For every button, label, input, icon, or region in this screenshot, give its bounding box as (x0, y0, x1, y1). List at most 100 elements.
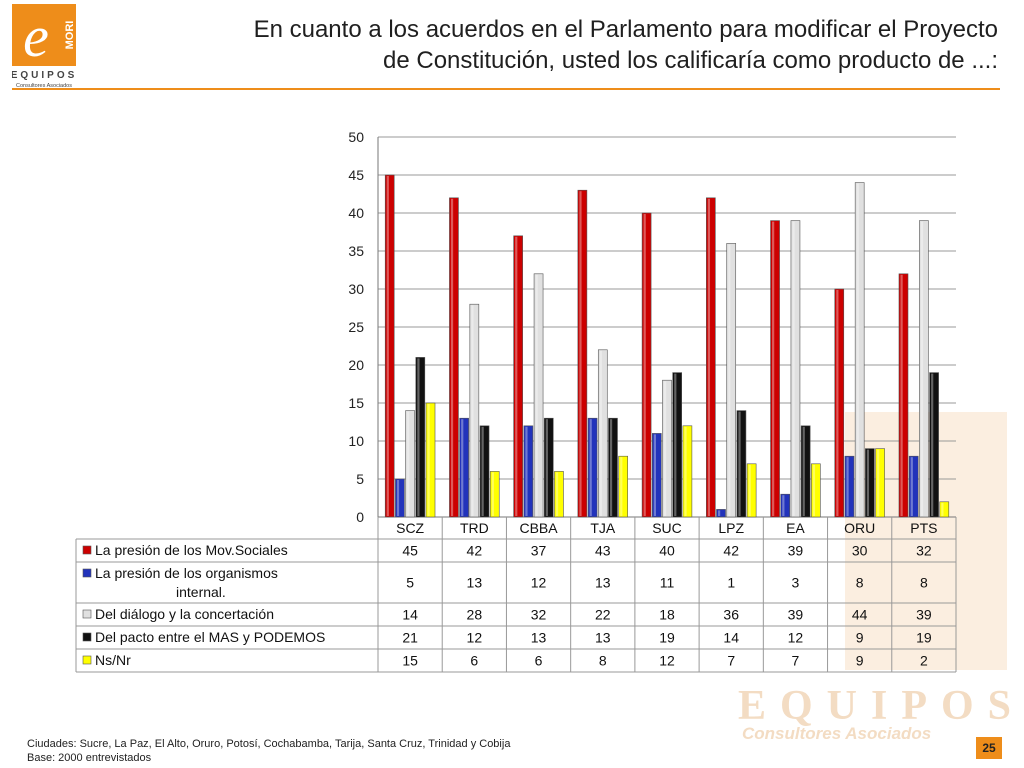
bar-highlight (396, 480, 400, 516)
legend-label: Ns/Nr (95, 652, 131, 668)
bar-highlight (664, 381, 667, 516)
bar-highlight (589, 419, 592, 516)
legend-label: La presión de los organismos (95, 565, 278, 581)
data-label: 6 (470, 653, 478, 669)
logo-letter: e (23, 4, 49, 69)
bar-highlight (609, 419, 613, 516)
data-label: 39 (916, 607, 932, 623)
bar-highlight (471, 305, 474, 516)
logo-block (12, 4, 62, 66)
y-tick-label: 50 (348, 129, 364, 145)
data-label: 12 (659, 653, 675, 669)
data-label: 32 (531, 607, 547, 623)
legend-swatch (82, 632, 92, 642)
bar (554, 471, 564, 518)
bar-highlight (579, 191, 582, 516)
data-label: 14 (723, 630, 739, 646)
x-tick-label: CBBA (519, 520, 558, 536)
bar-highlight (846, 457, 849, 516)
bar (533, 273, 544, 518)
bar-highlight (856, 183, 859, 516)
bar-highlight (728, 244, 731, 516)
y-tick-label: 0 (356, 509, 364, 525)
data-label: 15 (402, 653, 418, 669)
bar (811, 463, 821, 518)
bar-highlight (900, 274, 903, 516)
data-label: 42 (723, 543, 739, 559)
bar-highlight (427, 404, 430, 516)
bar-highlight (407, 411, 410, 516)
bar (459, 417, 469, 518)
bar (726, 243, 737, 518)
x-tick-label: SCZ (396, 520, 424, 536)
bar (682, 425, 693, 518)
bar-highlight (535, 274, 538, 516)
bar-highlight (920, 221, 924, 516)
y-tick-label: 20 (348, 357, 364, 373)
bar-highlight (812, 464, 816, 516)
bar-highlight (802, 426, 805, 516)
data-label: 9 (856, 630, 864, 646)
data-label: 11 (660, 575, 675, 591)
data-label: 39 (788, 543, 804, 559)
bar-highlight (643, 214, 646, 516)
bar (672, 372, 683, 518)
bar (844, 455, 855, 518)
x-tick-label: EA (786, 520, 805, 536)
bar-highlight (836, 290, 839, 516)
legend-swatch (82, 568, 92, 578)
data-label: 22 (595, 607, 611, 623)
bar (919, 220, 929, 518)
bar-highlight (772, 221, 775, 516)
x-tick-label: TRD (460, 520, 489, 536)
bar-highlight (782, 495, 785, 516)
y-tick-label: 5 (356, 471, 364, 487)
y-tick-label: 35 (348, 243, 364, 259)
data-label: 19 (916, 630, 932, 646)
bar (543, 417, 554, 518)
bar-highlight (738, 411, 741, 516)
y-tick-label: 40 (348, 205, 364, 221)
bar-highlight (910, 457, 913, 516)
bar (449, 197, 459, 518)
bar (395, 478, 405, 518)
bar (405, 410, 415, 518)
data-label: 40 (659, 543, 675, 559)
data-label: 37 (531, 543, 547, 559)
bar (716, 509, 726, 518)
bar-highlight (684, 426, 687, 516)
bar (587, 417, 598, 518)
title-line-2: de Constitución, usted los calificaría c… (383, 47, 998, 74)
bar (875, 448, 885, 518)
data-label: 8 (856, 575, 864, 591)
data-label: 3 (792, 575, 800, 591)
data-label: 45 (402, 543, 418, 559)
bar-highlight (599, 350, 602, 516)
title-line-1: En cuanto a los acuerdos en el Parlament… (253, 16, 998, 43)
bar (770, 220, 780, 518)
bar-highlight (718, 510, 721, 516)
watermark-tagline: Consultores Asociados (742, 724, 932, 743)
bar-highlight (877, 449, 880, 516)
bar-highlight (417, 358, 420, 516)
x-tick-label: PTS (910, 520, 937, 536)
data-label: 8 (920, 575, 928, 591)
legend-label: internal. (176, 584, 226, 600)
title-rule (12, 88, 1000, 90)
data-label: 8 (599, 653, 607, 669)
data-label: 14 (402, 607, 418, 623)
bar (790, 220, 801, 518)
data-label: 18 (659, 607, 675, 623)
bar (618, 455, 628, 518)
data-label: 44 (852, 607, 868, 623)
data-label: 12 (788, 630, 804, 646)
bar (908, 455, 919, 518)
data-label: 7 (792, 653, 800, 669)
y-tick-label: 45 (348, 167, 364, 183)
data-label: 39 (788, 607, 804, 623)
legend-swatch (82, 545, 92, 555)
watermark-brand: EQUIPOS (738, 683, 1024, 729)
data-label: 1 (727, 575, 735, 591)
data-label: 2 (920, 653, 928, 669)
